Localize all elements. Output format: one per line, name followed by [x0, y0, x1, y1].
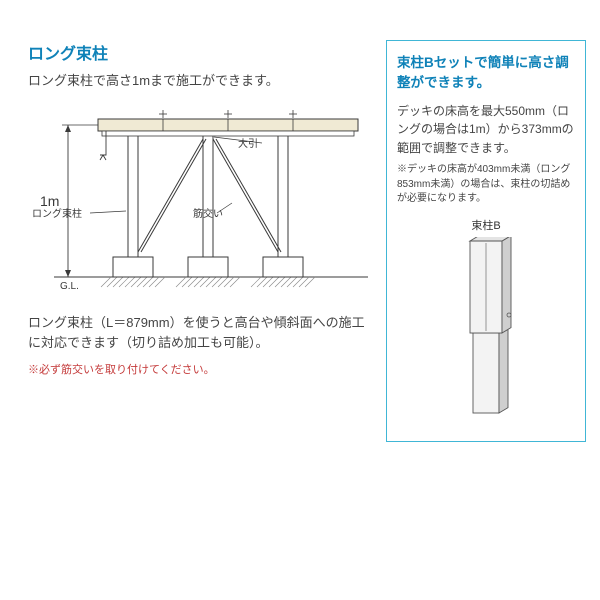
svg-text:筋交い: 筋交い	[193, 207, 223, 220]
svg-text:G.L.: G.L.	[60, 281, 79, 292]
section-subtitle: ロング束柱で高さ1mまで施工ができます。	[28, 70, 376, 89]
pillar-illustration	[397, 237, 575, 427]
pillar-caption: 束柱B	[397, 217, 575, 233]
callout-body: デッキの床高を最大550mm（ロングの場合は1m）から373mmの範囲で調整でき…	[397, 102, 575, 158]
section-paragraph: ロング束柱（L＝879mm）を使うと高台や傾斜面への施工に対応できます（切り詰め…	[28, 313, 376, 353]
section-title: ロング束柱	[28, 40, 376, 64]
section-note: ※必ず筋交いを取り付けてください。	[28, 361, 376, 377]
right-column: 束柱Bセットで簡単に高さ調整ができます。 デッキの床高を最大550mm（ロングの…	[386, 40, 586, 520]
svg-text:1m: 1m	[40, 193, 59, 209]
callout-box: 束柱Bセットで簡単に高さ調整ができます。 デッキの床高を最大550mm（ロングの…	[386, 40, 586, 442]
deck-elevation-diagram: 1m 大引ロング束柱 筋交い G.L.	[28, 107, 368, 297]
callout-note: ※デッキの床高が403mm未満（ロング853mm未満）の場合は、束柱の切詰めが必…	[397, 163, 575, 207]
callout-title: 束柱Bセットで簡単に高さ調整ができます。	[397, 53, 575, 94]
svg-text:ロング束柱: ロング束柱	[32, 207, 82, 220]
svg-text:大引: 大引	[238, 137, 258, 150]
left-column: ロング束柱 ロング束柱で高さ1mまで施工ができます。 1m大引ロング束柱筋交いG…	[28, 40, 386, 520]
